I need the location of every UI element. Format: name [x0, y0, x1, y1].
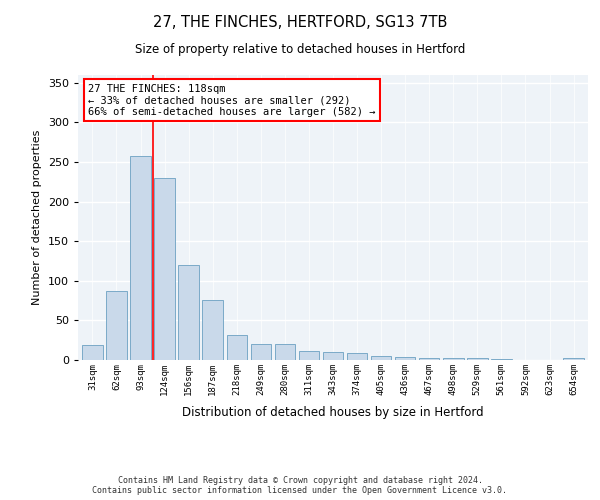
Bar — [82, 345, 103, 360]
Bar — [371, 356, 391, 360]
Bar — [202, 300, 223, 360]
Bar — [178, 265, 199, 360]
Bar — [275, 344, 295, 360]
Bar — [347, 353, 367, 360]
Text: 27 THE FINCHES: 118sqm
← 33% of detached houses are smaller (292)
66% of semi-de: 27 THE FINCHES: 118sqm ← 33% of detached… — [88, 84, 376, 116]
Text: Contains HM Land Registry data © Crown copyright and database right 2024.
Contai: Contains HM Land Registry data © Crown c… — [92, 476, 508, 495]
Bar — [419, 358, 439, 360]
Bar — [395, 357, 415, 360]
Y-axis label: Number of detached properties: Number of detached properties — [32, 130, 42, 305]
Bar — [323, 352, 343, 360]
Text: 27, THE FINCHES, HERTFORD, SG13 7TB: 27, THE FINCHES, HERTFORD, SG13 7TB — [153, 15, 447, 30]
Bar — [130, 156, 151, 360]
Bar — [443, 358, 464, 360]
Bar — [563, 358, 584, 360]
X-axis label: Distribution of detached houses by size in Hertford: Distribution of detached houses by size … — [182, 406, 484, 419]
Bar — [299, 352, 319, 360]
Bar — [251, 344, 271, 360]
Bar — [106, 291, 127, 360]
Bar — [467, 358, 488, 360]
Bar — [227, 336, 247, 360]
Text: Size of property relative to detached houses in Hertford: Size of property relative to detached ho… — [135, 42, 465, 56]
Bar — [491, 359, 512, 360]
Bar — [154, 178, 175, 360]
